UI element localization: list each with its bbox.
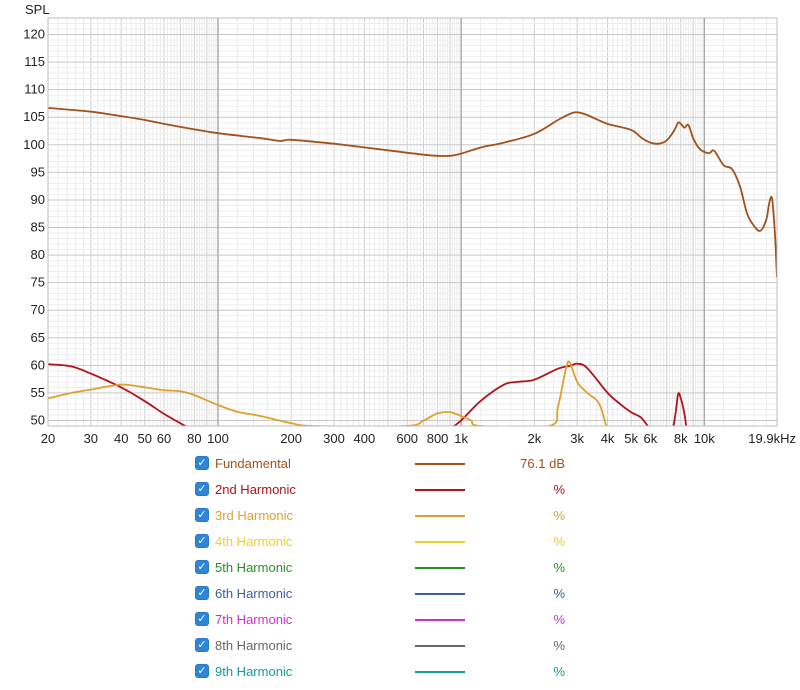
y-tick-label: 100 [23, 137, 45, 152]
major-gridlines [217, 18, 706, 426]
x-tick-label: 40 [114, 431, 128, 446]
legend-value: % [553, 482, 565, 497]
legend-label[interactable]: 9th Harmonic [215, 664, 293, 679]
plot-border [47, 17, 778, 427]
x-tick-label: 800 [427, 431, 449, 446]
y-tick-label: 55 [31, 385, 45, 400]
x-tick-label: 60 [157, 431, 171, 446]
legend-row: ✓ 7th Harmonic% [195, 608, 615, 634]
x-tick-label: 200 [280, 431, 302, 446]
series-toggle-checkbox[interactable]: ✓ [195, 612, 209, 626]
legend-value: % [553, 586, 565, 601]
legend-value: % [553, 664, 565, 679]
legend-row: ✓ 8th Harmonic% [195, 634, 615, 660]
series-toggle-checkbox[interactable]: ✓ [195, 534, 209, 548]
y-tick-label: 115 [24, 54, 45, 69]
x-tick-label: 50 [138, 431, 152, 446]
series-line-2nd-harmonic [452, 362, 688, 426]
y-tick-label: 95 [31, 164, 45, 179]
legend-row: ✓ 9th Harmonic% [195, 660, 615, 686]
legend-value: % [553, 560, 565, 575]
legend-label[interactable]: 2nd Harmonic [215, 482, 296, 497]
legend-value: % [553, 638, 565, 653]
series-toggle-checkbox[interactable]: ✓ [195, 508, 209, 522]
x-tick-label: 600 [396, 431, 418, 446]
y-tick-label: 85 [31, 220, 45, 235]
series-toggle-checkbox[interactable]: ✓ [195, 482, 209, 496]
y-tick-label: 50 [31, 412, 45, 427]
legend-label[interactable]: 5th Harmonic [215, 560, 293, 575]
legend-row: ✓ 3rd Harmonic% [195, 504, 615, 530]
y-axis-label: SPL [25, 2, 50, 17]
y-tick-label: 110 [24, 82, 45, 97]
x-tick-label: 400 [354, 431, 376, 446]
series-line-fundamental [48, 107, 777, 278]
x-tick-label: 6k [644, 431, 658, 446]
legend-label[interactable]: 6th Harmonic [215, 586, 293, 601]
y-tick-label: 70 [31, 302, 45, 317]
x-tick-label: 3k [570, 431, 584, 446]
x-tick-label: 4k [601, 431, 615, 446]
y-tick-label: 60 [31, 357, 45, 372]
legend-swatch [415, 489, 465, 491]
legend-row: ✓ 2nd Harmonic% [195, 478, 615, 504]
legend-row: ✓ 6th Harmonic% [195, 582, 615, 608]
y-tick-label: 120 [23, 27, 45, 42]
x-tick-label: 80 [187, 431, 201, 446]
legend-swatch [415, 567, 465, 569]
legend-swatch [415, 593, 465, 595]
series-line-3rd-harmonic [48, 360, 608, 426]
legend-swatch [415, 463, 465, 465]
legend-swatch [415, 541, 465, 543]
x-tick-label: 10k [694, 431, 715, 446]
x-tick-label: 100 [207, 431, 229, 446]
legend-label[interactable]: 8th Harmonic [215, 638, 293, 653]
legend-value: 76.1 dB [520, 456, 565, 471]
x-tick-label: 300 [323, 431, 345, 446]
series-toggle-checkbox[interactable]: ✓ [195, 560, 209, 574]
y-tick-label: 105 [23, 109, 45, 124]
x-tick-label: 8k [674, 431, 688, 446]
legend: ✓ Fundamental 76.1 dB ✓ 2nd Harmonic% ✓ 3rd Ha… [195, 452, 615, 686]
legend-swatch [415, 671, 465, 673]
legend-row: ✓ Fundamental 76.1 dB [195, 452, 615, 478]
x-tick-label: 30 [84, 431, 98, 446]
x-tick-label: 5k [624, 431, 638, 446]
legend-swatch [415, 515, 465, 517]
series-line-2nd-harmonic [48, 363, 188, 426]
legend-row: ✓ 5th Harmonic% [195, 556, 615, 582]
spl-chart: SPL 12011511010510095908580757065605550 … [23, 2, 796, 446]
x-tick-label: 19.9kHz [748, 431, 796, 446]
y-tick-label: 80 [31, 247, 45, 262]
legend-row: ✓ 4th Harmonic% [195, 530, 615, 556]
series-toggle-checkbox[interactable]: ✓ [195, 456, 209, 470]
series-toggle-checkbox[interactable]: ✓ [195, 664, 209, 678]
legend-value: % [553, 612, 565, 627]
series-toggle-checkbox[interactable]: ✓ [195, 638, 209, 652]
series-toggle-checkbox[interactable]: ✓ [195, 586, 209, 600]
legend-label[interactable]: 3rd Harmonic [215, 508, 294, 523]
y-tick-labels: 120 115 110 105 100 95 90 85 80 75 70 65 60 55 50 [23, 27, 45, 428]
legend-swatch [415, 619, 465, 621]
minor-gridlines [47, 17, 777, 427]
series-lines [48, 107, 777, 426]
legend-label[interactable]: Fundamental [215, 456, 291, 471]
legend-value: % [553, 534, 565, 549]
legend-label[interactable]: 7th Harmonic [215, 612, 293, 627]
y-tick-label: 75 [31, 275, 45, 290]
x-tick-labels: 20 30 40 50 60 80 100 200 300 400 600 800 1k 2k 3k 4k 5k… [41, 431, 796, 446]
legend-swatch [415, 645, 465, 647]
x-tick-label: 2k [527, 431, 541, 446]
x-tick-label: 20 [41, 431, 55, 446]
x-tick-label: 1k [454, 431, 468, 446]
y-tick-label: 65 [31, 330, 45, 345]
legend-value: % [553, 508, 565, 523]
legend-label[interactable]: 4th Harmonic [215, 534, 293, 549]
y-tick-label: 90 [31, 192, 45, 207]
